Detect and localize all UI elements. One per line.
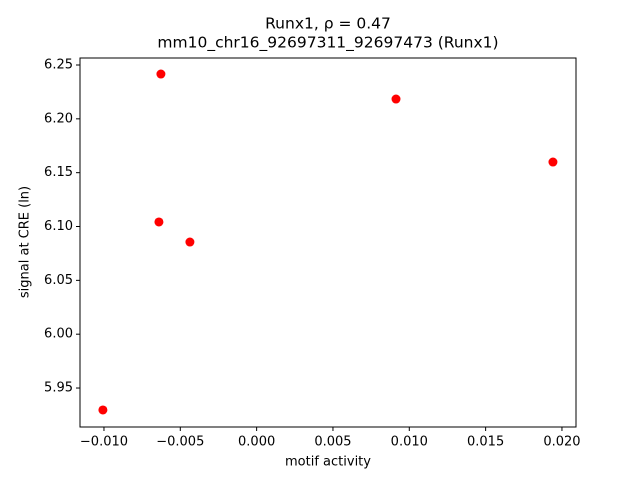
y-tick-label: 6.05 [44, 273, 73, 288]
y-tick-label: 5.95 [44, 381, 73, 396]
y-tick-label: 6.20 [44, 111, 73, 126]
point [548, 157, 558, 167]
x-tick-label: 0.000 [238, 435, 275, 450]
y-tick-label: 6.10 [44, 219, 73, 234]
point [98, 405, 108, 415]
y-tick-label: 6.25 [44, 57, 73, 72]
y-tick-label: 6.00 [44, 327, 73, 342]
chart-title: Runx1, ρ = 0.47 [265, 15, 391, 33]
x-tick-label: 0.005 [314, 435, 351, 450]
plot-frame [79, 57, 577, 428]
x-tick-label: 0.015 [467, 435, 504, 450]
y-tick-label: 6.15 [44, 165, 73, 180]
point [391, 94, 401, 104]
x-tick-label: 0.010 [391, 435, 428, 450]
y-axis-label: signal at CRE (ln) [18, 186, 33, 298]
x-axis-label: motif activity [285, 455, 371, 470]
x-tick-label: −0.010 [80, 435, 128, 450]
point [154, 217, 164, 227]
x-tick-label: 0.020 [543, 435, 580, 450]
chart-subtitle: mm10_chr16_92697311_92697473 (Runx1) [157, 34, 498, 53]
point [185, 237, 195, 247]
point [156, 69, 166, 79]
x-tick-label: −0.005 [156, 435, 204, 450]
